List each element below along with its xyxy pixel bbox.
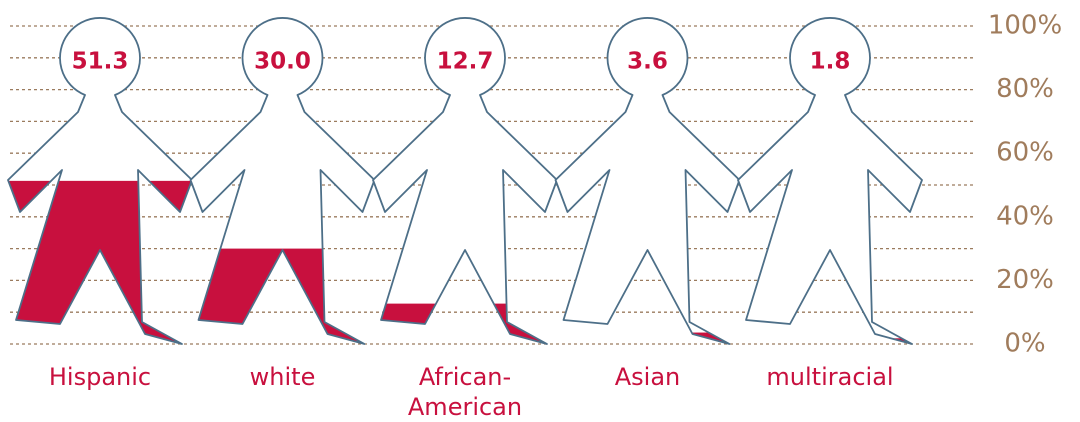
chart: 0% 20% 40% 60% 80% 100% 51.3 30.0 12.7 3.6 1.8 His… xyxy=(0,0,1080,422)
category-label: Hispanic xyxy=(25,362,175,392)
y-tick-label: 40% xyxy=(996,201,1054,231)
y-tick-label: 80% xyxy=(996,74,1054,104)
bar xyxy=(0,181,200,344)
category-label: African-American xyxy=(390,362,540,422)
y-tick-label: 20% xyxy=(996,265,1054,295)
value-label: 12.7 xyxy=(437,49,494,75)
y-tick-label: 0% xyxy=(1004,329,1045,359)
chart-canvas: 0% 20% 40% 60% 80% 100% 51.3 30.0 12.7 3.6 1.8 xyxy=(0,0,1080,422)
category-label: Asian xyxy=(573,362,723,392)
category-label: white xyxy=(208,362,358,392)
value-label: 3.6 xyxy=(627,49,668,75)
value-label: 1.8 xyxy=(810,49,851,75)
y-tick-label: 100% xyxy=(988,11,1062,41)
value-label: 51.3 xyxy=(72,49,129,75)
bar xyxy=(183,249,383,344)
category-label: multiracial xyxy=(755,362,905,392)
y-tick-label: 60% xyxy=(996,138,1054,168)
value-label: 30.0 xyxy=(254,49,311,75)
